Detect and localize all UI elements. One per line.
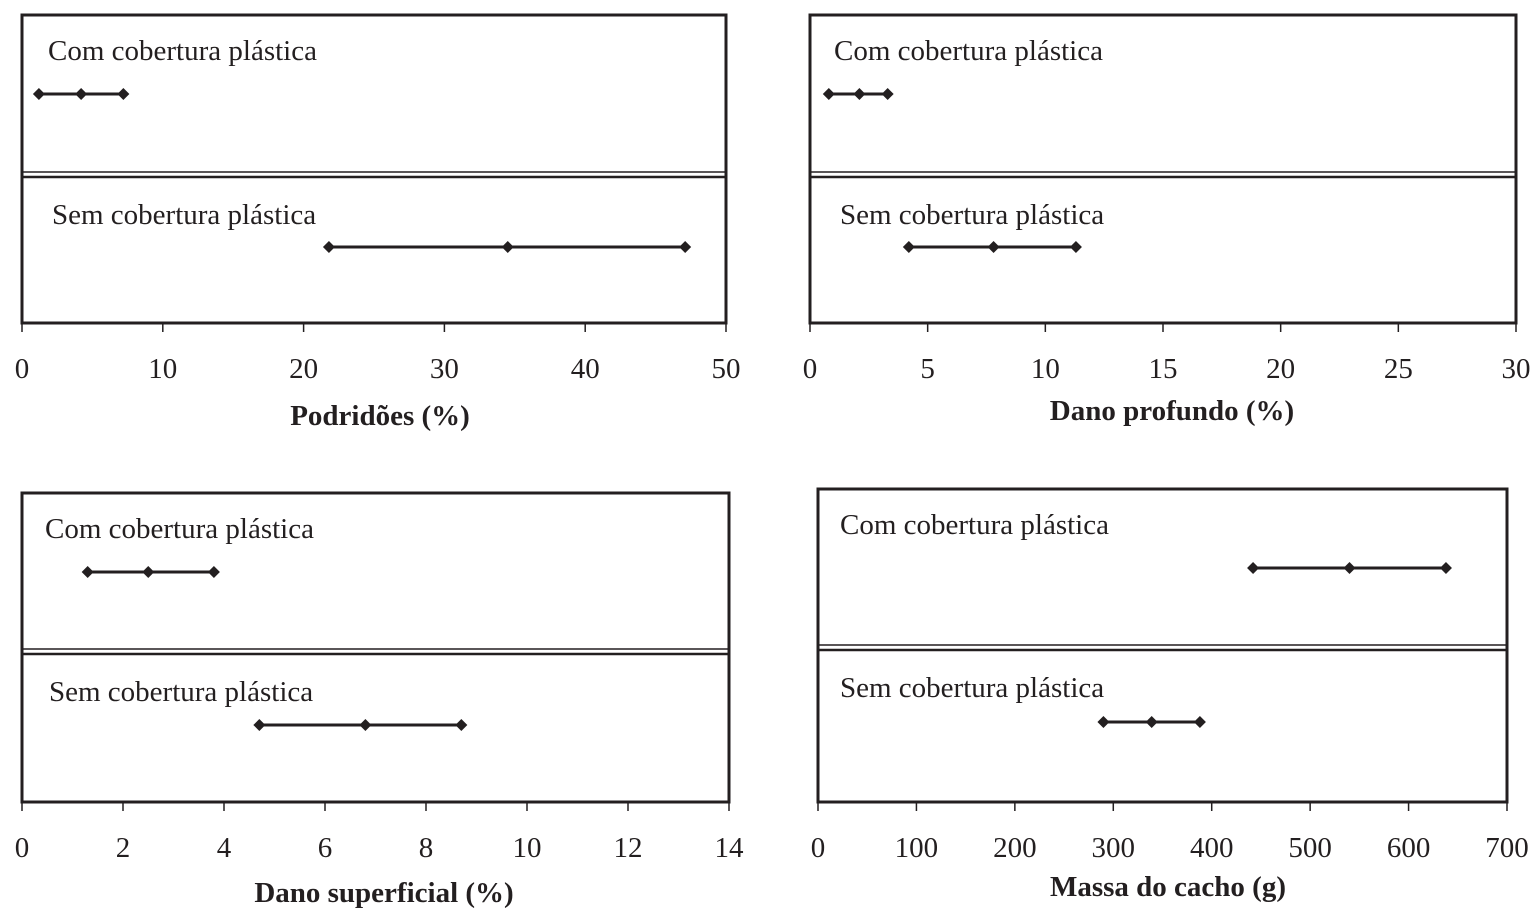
x-tick-label: 6 (318, 832, 333, 864)
x-axis-title: Podridões (%) (290, 400, 470, 432)
x-tick-label: 0 (803, 353, 818, 385)
x-tick-label: 400 (1190, 832, 1234, 864)
x-tick-label: 15 (1149, 353, 1178, 385)
x-tick-label: 50 (712, 353, 741, 385)
group-label: Com cobertura plástica (45, 513, 314, 545)
x-tick-label: 10 (148, 353, 177, 385)
high-marker (207, 566, 220, 578)
x-tick-label: 12 (614, 832, 643, 864)
chart-panel: 0 100 200 300 400 500 600 700 Massa do cacho (g)… (811, 487, 1529, 903)
low-marker (1097, 716, 1110, 728)
low-marker (81, 566, 94, 578)
mean-marker (142, 566, 155, 578)
high-marker (881, 88, 894, 100)
group-label: Sem cobertura plástica (52, 199, 316, 231)
chart-panel: 0 5 10 15 20 25 30 Dano profundo (%) Com cobertu… (803, 13, 1531, 427)
group-label: Sem cobertura plástica (49, 676, 313, 708)
high-marker (455, 719, 468, 731)
x-axis-title: Dano superficial (%) (254, 877, 513, 908)
x-tick-label: 10 (1031, 353, 1060, 385)
low-marker (1247, 562, 1260, 574)
group-label: Com cobertura plástica (840, 509, 1109, 541)
mean-marker (1145, 716, 1158, 728)
mean-marker (1343, 562, 1356, 574)
x-axis-title: Dano profundo (%) (1050, 395, 1294, 427)
x-tick-label: 0 (15, 832, 30, 864)
x-tick-label: 30 (430, 353, 459, 385)
low-marker (253, 719, 266, 731)
mean-marker (75, 88, 88, 100)
high-marker (117, 88, 130, 100)
x-tick-label: 30 (1502, 353, 1531, 385)
group-label: Com cobertura plástica (48, 35, 317, 67)
low-marker (32, 88, 45, 100)
low-marker (902, 241, 915, 253)
x-tick-label: 8 (419, 832, 434, 864)
x-tick-label: 20 (289, 353, 318, 385)
low-marker (822, 88, 835, 100)
high-marker (679, 241, 692, 253)
x-tick-label: 20 (1266, 353, 1295, 385)
x-tick-label: 4 (217, 832, 232, 864)
mean-marker (501, 241, 514, 253)
x-tick-label: 5 (920, 353, 935, 385)
group-label: Com cobertura plástica (834, 35, 1103, 67)
x-tick-label: 600 (1387, 832, 1431, 864)
x-tick-label: 10 (513, 832, 542, 864)
group-label: Sem cobertura plástica (840, 672, 1104, 704)
plot-frame (20, 13, 728, 325)
group-label: Sem cobertura plástica (840, 199, 1104, 231)
high-marker (1193, 716, 1206, 728)
x-tick-label: 14 (715, 832, 745, 864)
x-tick-label: 0 (15, 353, 30, 385)
chart-panel: 0 2 4 6 8 10 12 14 Dano superficial (%) Com cober… (15, 491, 745, 908)
x-tick-label: 500 (1288, 832, 1332, 864)
plot-frame (20, 491, 731, 804)
x-axis-title: Massa do cacho (g) (1050, 871, 1286, 903)
x-tick-label: 200 (993, 832, 1037, 864)
mean-marker (359, 719, 372, 731)
low-marker (322, 241, 335, 253)
x-tick-label: 300 (1092, 832, 1136, 864)
x-tick-label: 0 (811, 832, 826, 864)
high-marker (1439, 562, 1452, 574)
chart-panel: 0 10 20 30 40 50 Podridões (%) Com cobertura pl… (15, 13, 741, 432)
x-tick-label: 25 (1384, 353, 1413, 385)
x-tick-label: 40 (571, 353, 600, 385)
high-marker (1069, 241, 1082, 253)
x-tick-label: 2 (116, 832, 131, 864)
x-tick-label: 100 (895, 832, 939, 864)
mean-marker (987, 241, 1000, 253)
mean-marker (853, 88, 866, 100)
x-tick-label: 700 (1485, 832, 1529, 864)
